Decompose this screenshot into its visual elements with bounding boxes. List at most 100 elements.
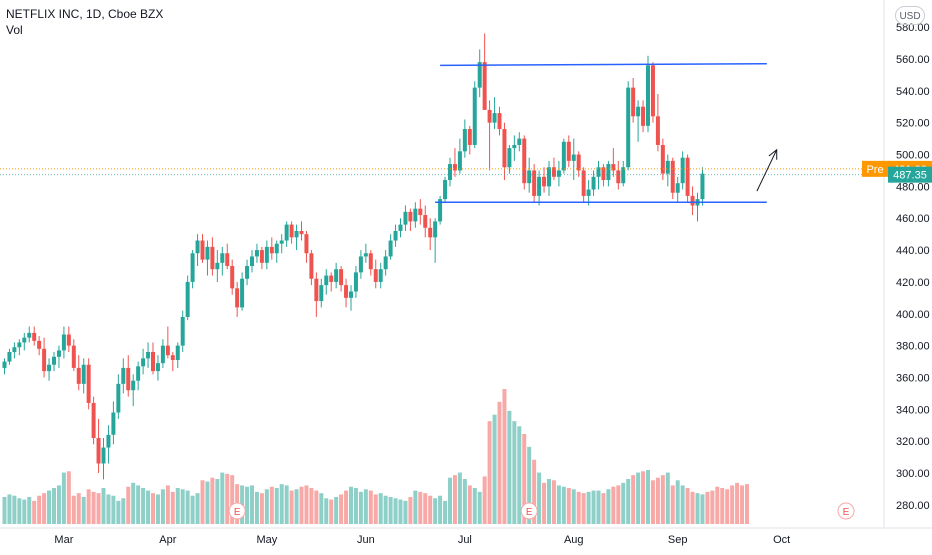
volume-bar xyxy=(487,421,492,524)
volume-bar xyxy=(398,499,403,524)
arrow-head[interactable] xyxy=(768,148,778,160)
candle xyxy=(195,234,200,266)
candle xyxy=(472,81,477,149)
volume-bar xyxy=(660,475,665,524)
candle-body xyxy=(329,275,334,282)
last-price: 487.35 xyxy=(893,170,927,182)
trendline[interactable] xyxy=(440,62,767,67)
candle xyxy=(566,135,571,168)
earnings-marker[interactable]: E xyxy=(228,502,246,520)
candle xyxy=(294,224,299,251)
candle-body xyxy=(670,160,675,193)
volume-bar xyxy=(220,472,225,524)
price-tick-label: 440.00 xyxy=(896,245,930,257)
candle xyxy=(230,259,235,295)
volume-bar xyxy=(230,475,235,524)
candle xyxy=(418,199,423,225)
candle xyxy=(457,138,462,174)
candle-body xyxy=(472,87,477,145)
candle xyxy=(378,262,383,289)
volume-bar xyxy=(695,493,700,524)
candle xyxy=(532,164,537,203)
candle xyxy=(279,234,284,254)
candle xyxy=(309,250,314,286)
candle xyxy=(433,218,438,263)
time-tick-label: Jun xyxy=(357,534,375,546)
candle xyxy=(452,148,457,177)
currency-button[interactable]: USD xyxy=(895,6,925,25)
candle-body xyxy=(319,285,324,302)
candle-body xyxy=(289,224,294,238)
earnings-marker[interactable]: E xyxy=(837,502,855,520)
time-tick-label: Aug xyxy=(564,534,584,546)
volume-bar xyxy=(655,477,660,524)
candle-body xyxy=(195,240,200,254)
candle-body xyxy=(690,195,695,206)
price-tick-label: 560.00 xyxy=(896,54,930,66)
volume-bar xyxy=(710,490,715,524)
candle-body xyxy=(349,291,353,298)
candle-body xyxy=(22,337,27,343)
candle xyxy=(12,342,17,359)
volume-bar xyxy=(146,490,151,524)
volume-bar xyxy=(383,495,388,524)
candle xyxy=(254,243,259,263)
candle-body xyxy=(680,157,685,184)
candle-body xyxy=(581,170,586,196)
candle xyxy=(537,170,542,206)
candle-body xyxy=(353,272,358,292)
candle-body xyxy=(47,364,52,372)
candle-body xyxy=(561,141,566,171)
candle xyxy=(660,138,665,180)
candle xyxy=(274,240,279,263)
candle-body xyxy=(314,278,319,302)
volume-bar xyxy=(551,480,556,524)
volume-bar xyxy=(680,485,685,524)
volume-bar xyxy=(363,489,368,524)
candle xyxy=(245,259,250,286)
volume-bar xyxy=(393,498,398,524)
candle xyxy=(601,164,606,187)
symbol-title[interactable]: NETFLIX INC, 1D, Cboe BZX xyxy=(6,7,164,21)
candle xyxy=(586,180,591,206)
volume-bar xyxy=(532,459,537,524)
volume-bar xyxy=(7,494,12,524)
candle-body xyxy=(537,176,542,196)
candle-body xyxy=(160,345,165,364)
volume-bar xyxy=(636,472,641,524)
volume-bar xyxy=(601,493,606,524)
volume-bar xyxy=(344,490,349,524)
candle-body xyxy=(492,113,497,123)
price-axis[interactable]: 580.00 560.00 540.00 520.00 500.00 480.00 460.… xyxy=(896,22,930,512)
volume-indicator-label[interactable]: Vol xyxy=(6,23,23,37)
candle xyxy=(215,250,220,282)
candle-body xyxy=(457,151,462,171)
candle xyxy=(477,49,482,98)
volume-bar xyxy=(403,500,408,524)
candle-body xyxy=(215,262,220,270)
candle xyxy=(353,266,358,298)
volume-bar xyxy=(274,488,279,524)
arrow-drawing[interactable] xyxy=(756,149,778,192)
price-tick-label: 500.00 xyxy=(896,150,930,162)
volume-bar xyxy=(66,471,71,524)
candle xyxy=(101,438,106,480)
volume-series xyxy=(2,389,749,524)
candle-body xyxy=(413,208,418,222)
candle xyxy=(482,33,487,110)
candle-body xyxy=(17,342,22,348)
candle xyxy=(522,135,527,190)
candle xyxy=(467,125,472,155)
volume-bar xyxy=(641,471,646,524)
time-axis[interactable]: Mar Apr May Jun Jul Aug Sep Oct xyxy=(54,534,790,546)
candle-body xyxy=(344,285,349,298)
candle xyxy=(655,94,660,152)
candle xyxy=(616,160,621,190)
earnings-marker[interactable]: E xyxy=(520,502,538,520)
candle xyxy=(358,250,363,279)
candle-body xyxy=(116,383,121,413)
candle xyxy=(363,243,368,263)
candle xyxy=(349,285,353,311)
